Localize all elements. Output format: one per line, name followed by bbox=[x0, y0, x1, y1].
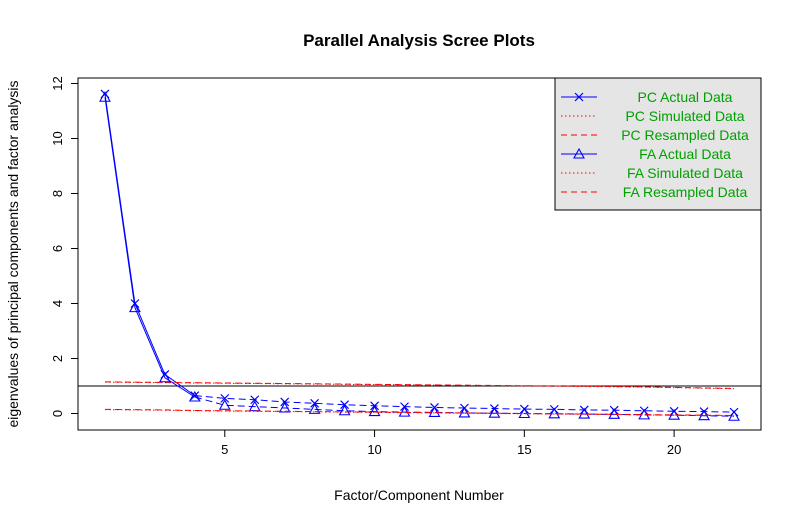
y-tick-label: 10 bbox=[50, 131, 65, 145]
legend: PC Actual Data PC Simulated Data PC Resamp… bbox=[554, 77, 762, 211]
y-tick-label: 4 bbox=[50, 300, 65, 307]
triangle-marker bbox=[573, 147, 585, 159]
y-axis-label: eigenvalues of principal components and … bbox=[5, 80, 21, 427]
triangle-marker bbox=[188, 390, 201, 402]
triangle-marker bbox=[518, 407, 531, 419]
series-2 bbox=[104, 381, 735, 389]
legend-entry-label: PC Actual Data bbox=[638, 89, 733, 105]
y-tick-label: 2 bbox=[50, 355, 65, 362]
triangle-marker bbox=[728, 410, 740, 421]
triangle-marker bbox=[548, 407, 561, 419]
chart-title: Parallel Analysis Scree Plots bbox=[303, 31, 535, 50]
plot-frame bbox=[77, 77, 762, 431]
x-marker bbox=[220, 393, 230, 403]
series-line-dashed bbox=[194, 395, 735, 413]
triangle-marker bbox=[428, 406, 441, 417]
series-line-solid bbox=[104, 93, 196, 397]
y-tick-label: 6 bbox=[50, 245, 65, 252]
series-layer bbox=[78, 89, 761, 421]
x-marker-stroke bbox=[574, 92, 584, 102]
legend-box bbox=[554, 77, 762, 211]
triangle-marker bbox=[368, 405, 381, 417]
triangle-marker bbox=[128, 301, 141, 313]
legend-entry-label: PC Resampled Data bbox=[621, 127, 749, 143]
x-marker-stroke bbox=[220, 393, 230, 403]
triangle-marker bbox=[248, 400, 261, 412]
x-tick-label: 15 bbox=[517, 442, 531, 457]
x-axis: 5 10 15 20 bbox=[221, 430, 681, 457]
triangle-marker bbox=[488, 407, 501, 418]
triangle-marker bbox=[338, 404, 351, 416]
x-marker bbox=[250, 395, 260, 405]
legend-entry-label: PC Simulated Data bbox=[625, 108, 744, 124]
legend-entry-label: FA Actual Data bbox=[639, 146, 731, 162]
triangle-marker bbox=[218, 399, 231, 410]
x-tick-label: 5 bbox=[221, 442, 228, 457]
y-axis: 0 2 4 6 8 10 12 bbox=[50, 76, 78, 417]
x-marker bbox=[190, 391, 200, 401]
triangle-marker bbox=[158, 371, 171, 383]
x-marker-stroke bbox=[190, 391, 200, 401]
triangle-marker bbox=[398, 405, 411, 417]
series-line bbox=[104, 381, 735, 389]
triangle-marker bbox=[308, 403, 321, 414]
triangle-marker bbox=[608, 408, 621, 419]
legend-entry-label: FA Resampled Data bbox=[623, 184, 748, 200]
triangle-marker bbox=[99, 91, 111, 102]
series-line bbox=[104, 408, 735, 416]
x-axis-label: Factor/Component Number bbox=[334, 487, 504, 503]
legend-entry-label: FA Simulated Data bbox=[627, 165, 743, 181]
series-3 bbox=[99, 91, 740, 421]
series-line-dashed bbox=[194, 396, 735, 417]
triangle-marker bbox=[458, 406, 471, 418]
y-tick-label: 8 bbox=[50, 190, 65, 197]
x-marker-stroke bbox=[250, 395, 260, 405]
triangle-marker bbox=[578, 407, 591, 419]
x-tick-label: 10 bbox=[367, 442, 381, 457]
y-tick-label: 12 bbox=[50, 76, 65, 90]
series-line-solid bbox=[104, 97, 196, 398]
series-5 bbox=[104, 408, 735, 416]
y-tick-label: 0 bbox=[50, 410, 65, 417]
x-tick-label: 20 bbox=[667, 442, 681, 457]
x-marker bbox=[574, 92, 584, 102]
triangle-marker bbox=[278, 401, 291, 413]
